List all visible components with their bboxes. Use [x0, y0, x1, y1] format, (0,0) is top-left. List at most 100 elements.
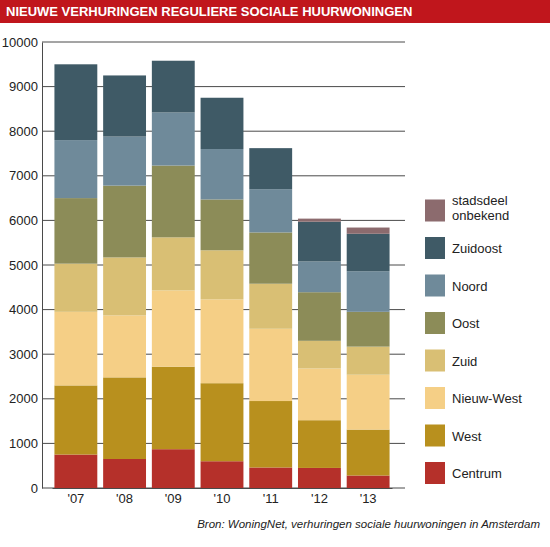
bar [249, 329, 292, 401]
tick: 4000 [9, 302, 42, 317]
bar [249, 148, 292, 149]
tick-label: '07 [67, 491, 84, 506]
chart: NIEUWE VERHURINGEN REGULIERE SOCIALE HUU… [0, 0, 550, 547]
bar [249, 148, 292, 189]
grid-line [42, 42, 405, 43]
bar [347, 228, 390, 234]
legend-item: Oost [425, 312, 480, 334]
bar [298, 368, 341, 420]
bar [249, 467, 292, 488]
bar [103, 186, 146, 258]
bar [152, 367, 195, 450]
source: Bron: WoningNet, verhuringen sociale huu… [197, 518, 540, 530]
legend-label: Nieuw-West [452, 391, 522, 406]
tick-label: 2000 [9, 391, 38, 406]
bar [152, 60, 195, 61]
tick-label: 5000 [9, 258, 38, 273]
legend-item: West [425, 425, 482, 447]
bar [298, 341, 341, 369]
tick-label: '08 [116, 491, 133, 506]
tick-label: 6000 [9, 213, 38, 228]
legend-item: Zuidoost [425, 237, 502, 259]
bar [298, 261, 341, 292]
legend-label: Zuid [452, 354, 477, 369]
tick: 9000 [9, 79, 42, 94]
bar [54, 198, 97, 264]
bar [54, 140, 97, 198]
bar [249, 401, 292, 467]
legend-label: West [452, 429, 482, 444]
legend-label: Zuidoost [452, 241, 502, 256]
tick: 1000 [9, 436, 42, 451]
legend-swatch [425, 425, 445, 447]
title-bar [0, 0, 550, 23]
tick: '08 [116, 488, 133, 506]
bar [103, 257, 146, 315]
bar [298, 222, 341, 262]
bar [249, 284, 292, 329]
bar [298, 292, 341, 341]
bar [103, 137, 146, 186]
bar [201, 299, 244, 383]
bar [152, 290, 195, 366]
plot-area [54, 61, 389, 488]
bar [249, 232, 292, 283]
tick-label: '11 [263, 491, 279, 506]
bar [103, 459, 146, 488]
bar [201, 98, 244, 149]
legend-item: Noord [425, 275, 487, 297]
bar [347, 476, 390, 488]
bar [54, 64, 97, 65]
bar [103, 75, 146, 136]
tick-label: '13 [360, 491, 377, 506]
bar [54, 455, 97, 488]
legend-swatch [425, 387, 445, 409]
bar [54, 385, 97, 454]
bar [201, 383, 244, 461]
bar [298, 468, 341, 488]
bar [249, 189, 292, 232]
bar [54, 264, 97, 312]
tick-label: 1000 [9, 436, 38, 451]
legend-item: Centrum [425, 462, 502, 484]
tick: '09 [165, 488, 182, 506]
legend-swatch [425, 275, 445, 297]
tick: 6000 [9, 213, 42, 228]
tick-label: '09 [165, 491, 182, 506]
legend-label: Noord [452, 279, 487, 294]
x-axis-line [53, 488, 393, 489]
bar [152, 61, 195, 113]
series [298, 219, 390, 234]
tick: '12 [311, 488, 328, 506]
bar [201, 199, 244, 250]
legend-label: Centrum [452, 466, 502, 481]
bar [347, 430, 390, 476]
tick: 8000 [9, 124, 42, 139]
tick: 10000 [2, 35, 42, 50]
bar [347, 234, 390, 271]
bar [103, 315, 146, 377]
tick-label: 7000 [9, 168, 38, 183]
tick: 0 [31, 481, 42, 496]
tick-label: 10000 [2, 35, 38, 50]
bar [347, 312, 390, 347]
bar [347, 271, 390, 312]
bar [54, 64, 97, 140]
legend-swatch [425, 312, 445, 334]
legend-item: stadsdeelonbekend [425, 193, 509, 223]
tick-label: 4000 [9, 302, 38, 317]
legend: Centrum West Nieuw-West Zuid Oost Noord Zuidoo… [425, 193, 522, 485]
bar [201, 149, 244, 199]
x-axis: '07'08'09'10'11'12'13 [53, 488, 393, 506]
y-axis-line [42, 43, 43, 489]
legend-label: stadsdeelonbekend [452, 193, 509, 223]
tick: 7000 [9, 168, 42, 183]
legend-item: Zuid [425, 350, 477, 372]
legend-swatch [425, 237, 445, 259]
tick: '11 [263, 488, 279, 506]
bar [201, 250, 244, 299]
tick-label: 8000 [9, 124, 38, 139]
series [54, 61, 389, 272]
bar [152, 112, 195, 165]
bar [103, 75, 146, 76]
